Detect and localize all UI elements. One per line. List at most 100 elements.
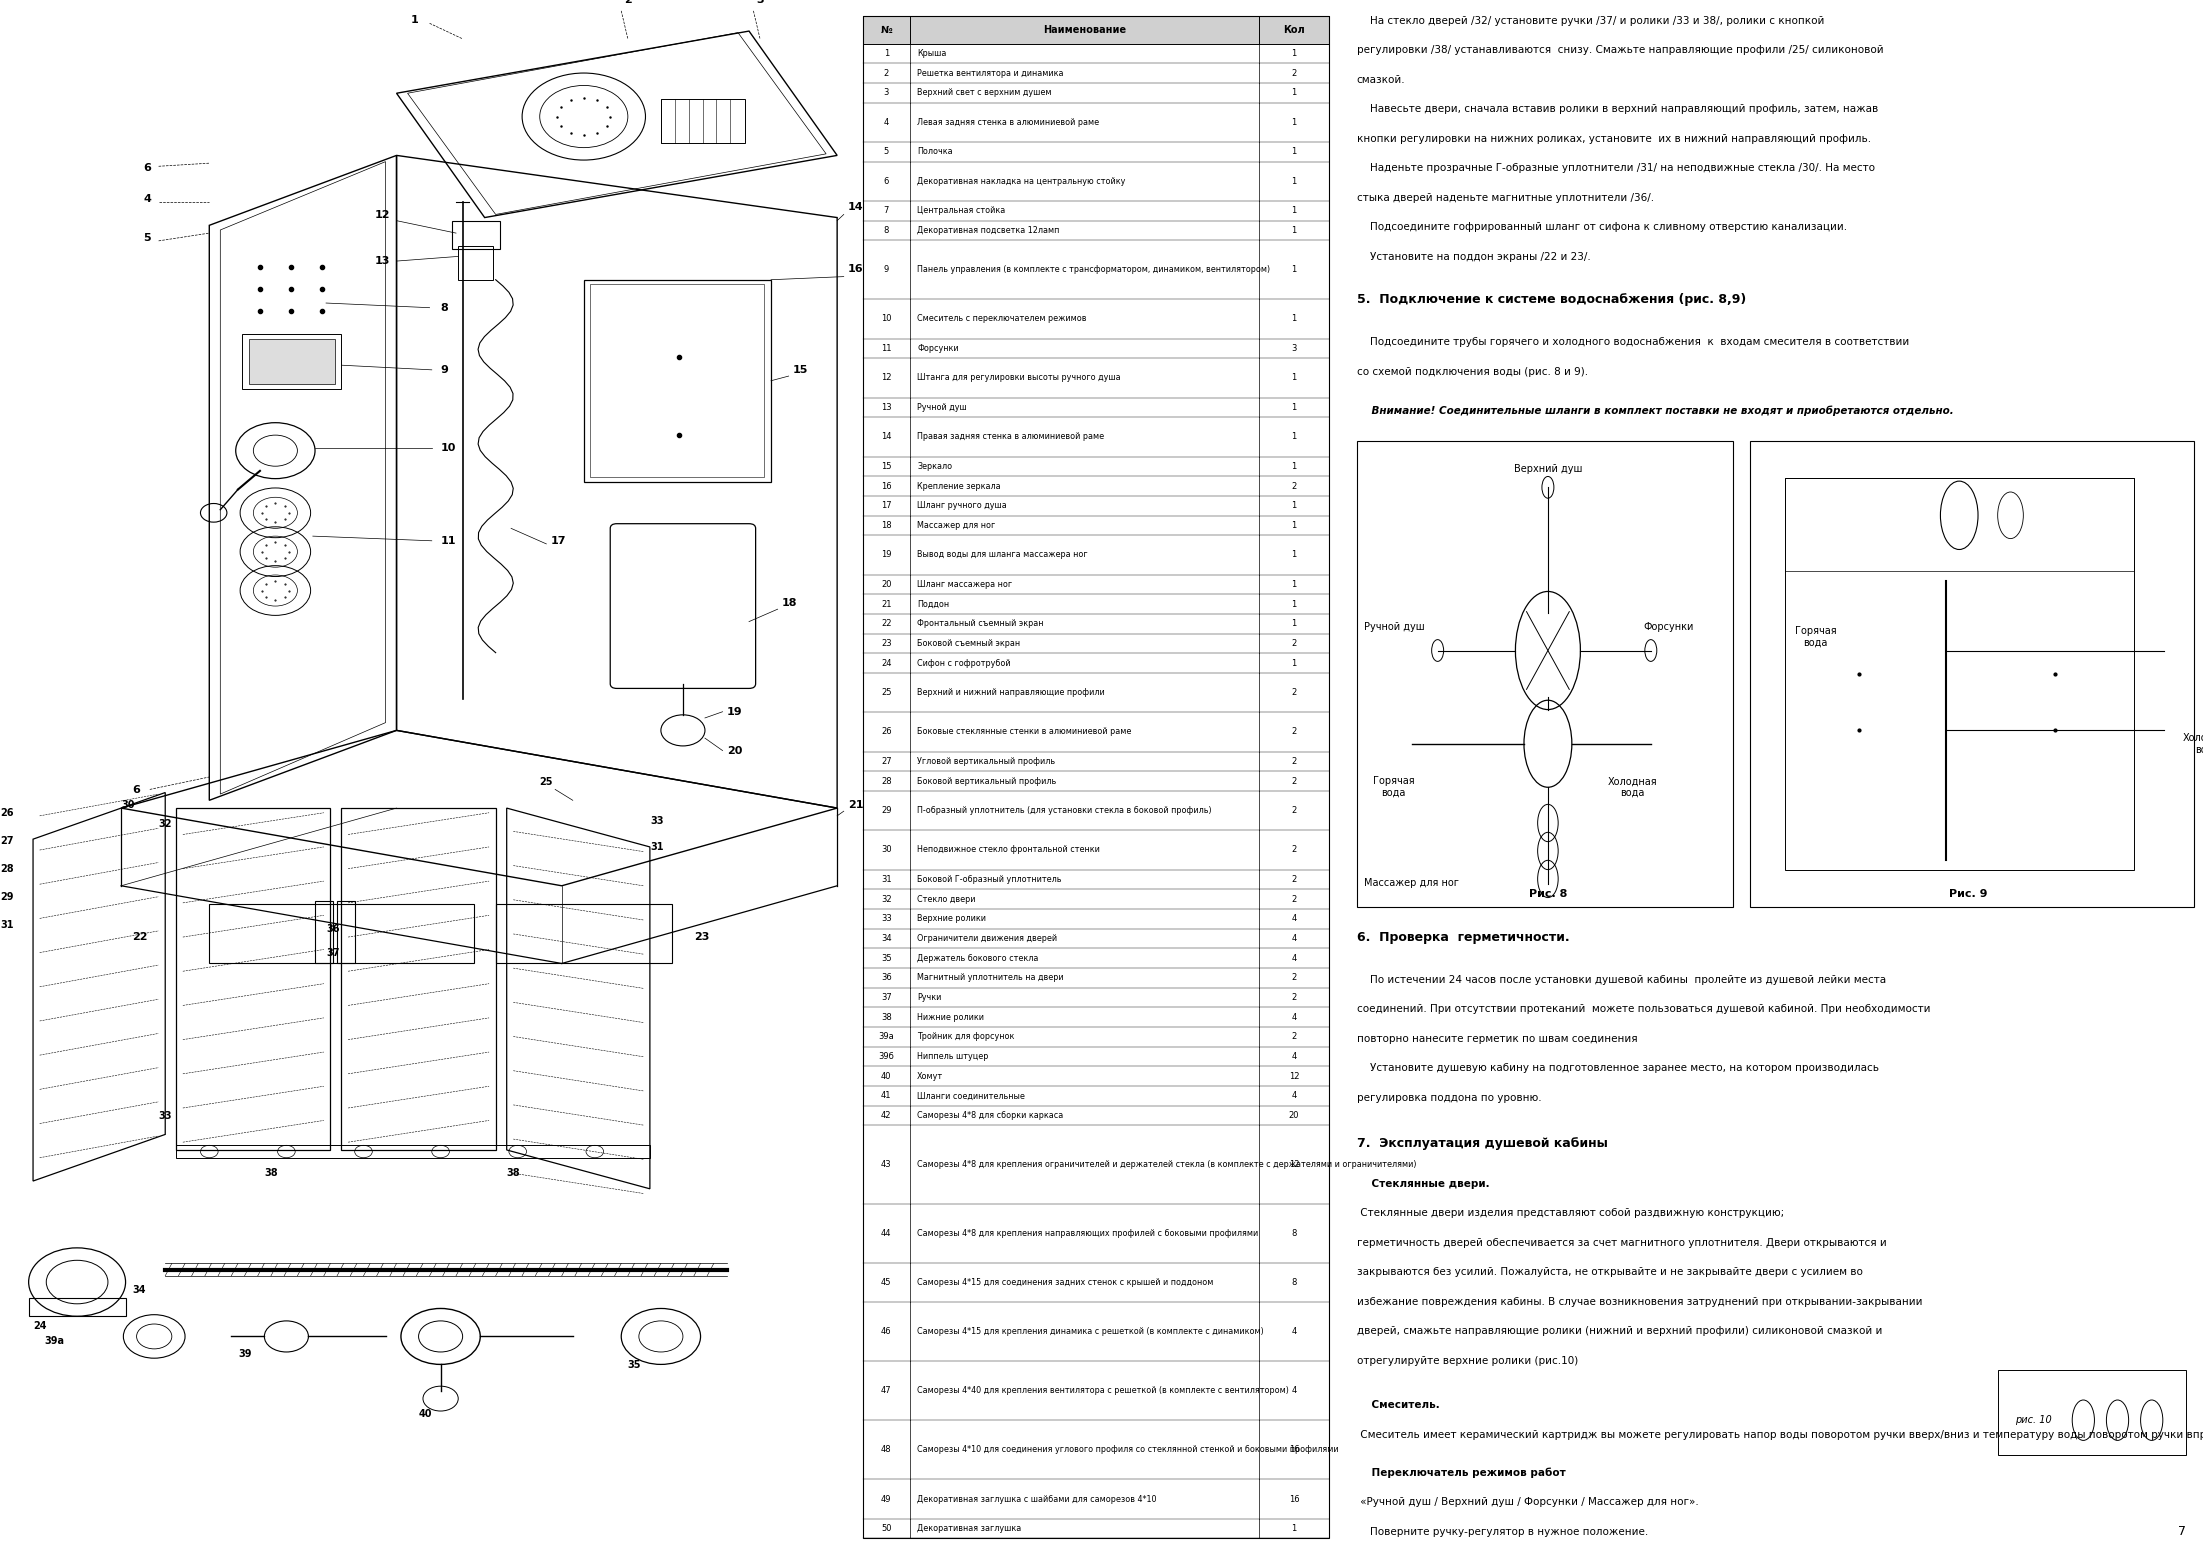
Text: 4: 4 — [1291, 1052, 1298, 1061]
Text: Верхний и нижний направляющие профили: Верхний и нижний направляющие профили — [916, 688, 1104, 698]
Text: 29: 29 — [881, 807, 892, 816]
Text: Ниппель штуцер: Ниппель штуцер — [916, 1052, 989, 1061]
Text: 30: 30 — [881, 845, 892, 855]
Text: 12: 12 — [1289, 1072, 1300, 1080]
Text: Магнитный уплотнитель на двери: Магнитный уплотнитель на двери — [916, 973, 1064, 982]
Text: 13: 13 — [375, 256, 390, 266]
Text: 34: 34 — [881, 934, 892, 943]
Text: 26: 26 — [0, 808, 13, 817]
Text: 7.  Эксплуатация душевой кабины: 7. Эксплуатация душевой кабины — [1357, 1138, 1608, 1150]
Text: 4: 4 — [1291, 914, 1298, 923]
Text: 24: 24 — [33, 1321, 46, 1330]
Text: 2: 2 — [1291, 757, 1298, 766]
Text: Держатель бокового стекла: Держатель бокового стекла — [916, 954, 1038, 962]
Text: Фронтальный съемный экран: Фронтальный съемный экран — [916, 620, 1044, 628]
Text: Боковой вертикальный профиль: Боковой вертикальный профиль — [916, 777, 1055, 786]
Text: регулировка поддона по уровню.: регулировка поддона по уровню. — [1357, 1092, 1542, 1103]
Text: 28: 28 — [0, 864, 13, 873]
Text: 5: 5 — [883, 148, 890, 157]
Text: 4: 4 — [883, 118, 890, 127]
Text: Шланг массажера ног: Шланг массажера ног — [916, 580, 1011, 589]
Text: Смеситель с переключателем режимов: Смеситель с переключателем режимов — [916, 314, 1086, 323]
Bar — [1784, 479, 2133, 870]
Text: Саморезы 4*40 для крепления вентилятора с решеткой (в комплекте с вентилятором): Саморезы 4*40 для крепления вентилятора … — [916, 1386, 1289, 1395]
Text: 1: 1 — [1291, 620, 1298, 628]
Text: По истечении 24 часов после установки душевой кабины  пролейте из душевой лейки : По истечении 24 часов после установки ду… — [1357, 974, 1886, 985]
Text: Боковой съемный экран: Боковой съемный экран — [916, 639, 1020, 648]
Text: 33: 33 — [881, 914, 892, 923]
Text: отрегулируйте верхние ролики (рис.10): отрегулируйте верхние ролики (рис.10) — [1357, 1355, 1577, 1366]
Text: дверей, смажьте направляющие ролики (нижний и верхний профили) силиконовой смазк: дверей, смажьте направляющие ролики (ниж… — [1357, 1326, 1881, 1336]
Text: 8: 8 — [883, 225, 890, 235]
Text: со схемой подключения воды (рис. 8 и 9).: со схемой подключения воды (рис. 8 и 9). — [1357, 367, 1588, 378]
Text: 25: 25 — [540, 777, 553, 786]
Text: Поверните ручку-регулятор в нужное положение.: Поверните ручку-регулятор в нужное полож… — [1357, 1528, 1648, 1537]
Text: Сифон с гофротрубой: Сифон с гофротрубой — [916, 659, 1011, 668]
Text: 5: 5 — [143, 233, 150, 242]
Text: 32: 32 — [159, 819, 172, 828]
Text: 1: 1 — [1291, 148, 1298, 157]
Text: Крепление зеркала: Крепление зеркала — [916, 482, 1000, 491]
Text: 16: 16 — [1289, 1495, 1300, 1504]
Text: Ограничители движения дверей: Ограничители движения дверей — [916, 934, 1057, 943]
Text: 1: 1 — [1291, 550, 1298, 559]
Text: 39б: 39б — [879, 1052, 894, 1061]
Text: соединений. При отсутствии протеканий  можете пользоваться душевой кабиной. При : соединений. При отсутствии протеканий мо… — [1357, 1004, 1930, 1015]
Text: Подсоедините трубы горячего и холодного водоснабжения  к  входам смесителя в соо: Подсоедините трубы горячего и холодного … — [1357, 337, 1910, 348]
Bar — [209, 904, 474, 963]
Text: Угловой вертикальный профиль: Угловой вертикальный профиль — [916, 757, 1055, 766]
Bar — [1749, 441, 2194, 908]
Text: 36: 36 — [881, 973, 892, 982]
Text: Декоративная заглушка: Декоративная заглушка — [916, 1524, 1022, 1534]
Text: герметичность дверей обеспечивается за счет магнитного уплотнителя. Двери открыв: герметичность дверей обеспечивается за с… — [1357, 1237, 1886, 1248]
Text: 3: 3 — [883, 89, 890, 98]
Text: 7: 7 — [883, 207, 890, 214]
Text: 12: 12 — [881, 373, 892, 382]
Text: 38: 38 — [264, 1169, 278, 1178]
Text: Навесьте двери, сначала вставив ролики в верхний направляющий профиль, затем, на: Навесьте двери, сначала вставив ролики в… — [1357, 104, 1877, 113]
Text: Шланги соединительные: Шланги соединительные — [916, 1091, 1024, 1100]
Text: 1: 1 — [1291, 402, 1298, 412]
Text: Подсоедините гофрированный шланг от сифона к сливному отверстию канализации.: Подсоедините гофрированный шланг от сифо… — [1357, 222, 1846, 232]
Text: 48: 48 — [881, 1445, 892, 1455]
Text: 29: 29 — [0, 892, 13, 901]
Text: Массажер для ног: Массажер для ног — [916, 521, 996, 530]
Text: 17: 17 — [551, 536, 566, 545]
Text: рис. 10: рис. 10 — [2016, 1416, 2051, 1425]
Text: 4: 4 — [143, 194, 152, 204]
Text: 8: 8 — [1291, 1229, 1298, 1239]
Text: 2: 2 — [623, 0, 632, 5]
Text: 1: 1 — [1291, 521, 1298, 530]
Text: 39: 39 — [238, 1349, 251, 1358]
Text: Массажер для ног: Массажер для ног — [1364, 878, 1458, 889]
Text: 1: 1 — [1291, 600, 1298, 609]
Text: 24: 24 — [881, 659, 892, 668]
Text: Форсунки: Форсунки — [1643, 622, 1694, 632]
Text: Тройник для форсунок: Тройник для форсунок — [916, 1032, 1013, 1041]
Text: Решетка вентилятора и динамика: Решетка вентилятора и динамика — [916, 68, 1064, 78]
Text: Горячая
вода: Горячая вода — [1795, 626, 1835, 648]
Bar — [590, 284, 764, 477]
Bar — [496, 904, 672, 963]
Text: 2: 2 — [883, 68, 890, 78]
Bar — [1998, 1369, 2185, 1455]
Text: 1: 1 — [410, 16, 419, 25]
Text: Верхний свет с верхним душем: Верхний свет с верхним душем — [916, 89, 1051, 98]
Text: 22: 22 — [881, 620, 892, 628]
Text: 34: 34 — [132, 1285, 145, 1294]
Text: 4: 4 — [1291, 1013, 1298, 1021]
Text: «Ручной душ / Верхний душ / Форсунки / Массажер для ног».: «Ручной душ / Верхний душ / Форсунки / М… — [1357, 1498, 1699, 1507]
Text: 28: 28 — [881, 777, 892, 786]
Text: Холодная
вода: Холодная вода — [1608, 777, 1657, 797]
Text: 10: 10 — [441, 443, 456, 452]
Text: 31: 31 — [0, 920, 13, 929]
Text: Хомут: Хомут — [916, 1072, 943, 1080]
Text: 8: 8 — [441, 303, 449, 312]
Text: 4: 4 — [1291, 934, 1298, 943]
Text: 45: 45 — [881, 1279, 892, 1287]
Text: 2: 2 — [1291, 993, 1298, 1002]
Text: 23: 23 — [881, 639, 892, 648]
Text: 11: 11 — [881, 343, 892, 353]
Bar — [1784, 479, 2133, 572]
Text: 41: 41 — [881, 1091, 892, 1100]
